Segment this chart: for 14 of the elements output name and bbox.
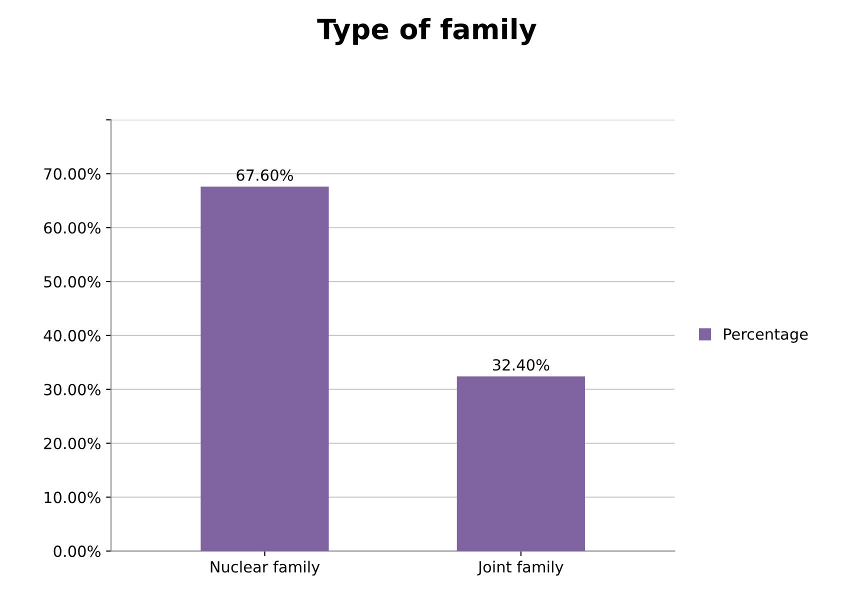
y-tick-label: 70.00% xyxy=(44,168,100,180)
y-tick-label: 10.00% xyxy=(44,492,100,504)
y-tick-label: 60.00% xyxy=(44,222,100,234)
x-tick-label: Joint family xyxy=(477,560,564,576)
y-tick-label: 50.00% xyxy=(44,276,100,288)
y-tick-label: 40.00% xyxy=(44,330,100,342)
legend-label: Percentage xyxy=(724,328,808,343)
y-tick-label: 0.00% xyxy=(54,546,100,558)
y-tick-label: 20.00% xyxy=(44,438,100,450)
data-label: 67.60% xyxy=(236,169,294,181)
data-label: 32.40% xyxy=(492,359,550,371)
x-tick-label: Nuclear family xyxy=(210,560,320,576)
chart-title: Type of family xyxy=(317,18,536,46)
y-tick-label: 30.00% xyxy=(44,384,100,396)
